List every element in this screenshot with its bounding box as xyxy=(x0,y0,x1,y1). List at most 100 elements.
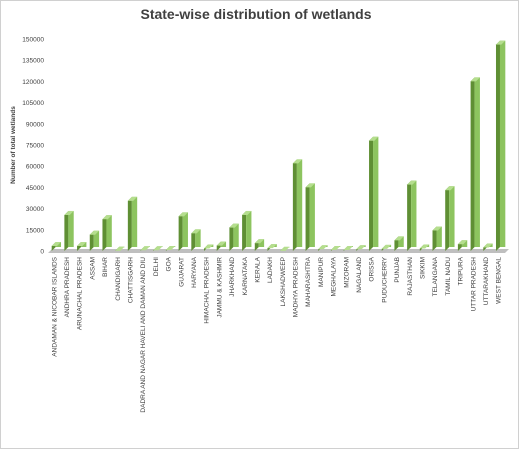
chart-title: State-wise distribution of wetlands xyxy=(140,6,371,22)
x-tick-label: DADRA AND NAGAR HAVELI AND DAMAN AND DIU xyxy=(140,257,147,413)
bar-top xyxy=(242,210,252,215)
bar-top xyxy=(381,244,392,249)
bar-side xyxy=(178,212,183,251)
bar-front xyxy=(68,210,74,247)
x-tick-label: GUJARAT xyxy=(178,257,185,287)
bar xyxy=(89,230,100,251)
bar-top xyxy=(343,246,353,251)
bar-top xyxy=(153,246,163,251)
bar-top xyxy=(115,246,125,251)
bar-side xyxy=(191,229,196,251)
bar-front xyxy=(309,183,315,247)
bar-top xyxy=(305,183,315,188)
bar-top xyxy=(229,223,239,228)
bar-top xyxy=(127,196,138,201)
bar-side xyxy=(89,230,94,251)
bar-top xyxy=(267,244,277,249)
bar-top xyxy=(445,186,455,191)
bar xyxy=(495,40,506,251)
bar xyxy=(407,180,417,251)
bar xyxy=(254,239,265,251)
bar-side xyxy=(495,40,500,251)
x-tick-label: GOA xyxy=(166,256,173,271)
bar xyxy=(115,246,125,251)
bar xyxy=(356,245,366,251)
bars-group xyxy=(51,40,506,252)
x-tick-label: LADAKH xyxy=(267,257,274,283)
bar-top xyxy=(280,246,290,251)
bar-top xyxy=(419,244,430,249)
x-tick-label: BIHAR xyxy=(102,257,109,277)
bar xyxy=(178,212,188,251)
bar-side xyxy=(470,77,475,252)
y-tick-label: 60000 xyxy=(26,164,44,171)
y-tick-label: 30000 xyxy=(26,206,44,213)
bar-front xyxy=(499,40,506,247)
y-tick-label: 120000 xyxy=(22,79,44,86)
bar-top xyxy=(407,180,417,185)
bar-top xyxy=(140,246,150,251)
bar-side xyxy=(305,183,310,251)
bar xyxy=(445,186,455,251)
bar xyxy=(153,246,163,251)
bar xyxy=(216,241,227,251)
y-axis-ticks: 0 15000 30000 45000 60000 75000 90000 105000 120… xyxy=(22,37,44,256)
bar xyxy=(470,77,480,252)
bar-side xyxy=(64,210,69,251)
y-axis-label: Number of total wetlands xyxy=(10,106,17,184)
chart-floor xyxy=(48,249,509,253)
x-tick-label: LAKSHADWEEP xyxy=(280,257,287,307)
bar xyxy=(64,210,74,251)
x-tick-label: MIZORAM xyxy=(343,257,350,288)
y-tick-label: 105000 xyxy=(22,100,44,107)
bar-top xyxy=(470,77,480,82)
bar-top xyxy=(330,246,341,251)
bar-front xyxy=(296,159,303,247)
bar xyxy=(292,159,303,251)
bar xyxy=(267,244,277,251)
x-tick-label: ARUNACHAL PRADESH xyxy=(77,257,84,330)
bar-side xyxy=(127,196,132,251)
bar-side xyxy=(242,210,247,251)
bar-top xyxy=(216,241,227,246)
x-tick-label: ORISSA xyxy=(369,256,376,281)
bar-top xyxy=(292,159,303,164)
bar-front xyxy=(373,136,379,247)
bar xyxy=(394,236,404,251)
floor-plane xyxy=(48,249,509,253)
bar-top xyxy=(318,245,328,250)
bar xyxy=(369,136,379,251)
bar-side xyxy=(102,215,107,251)
x-tick-label: CHATTISGARH xyxy=(128,257,135,303)
bar-front xyxy=(220,241,227,247)
bar xyxy=(483,243,493,251)
x-tick-label: NAGALAND xyxy=(356,257,363,293)
bar-top xyxy=(254,239,265,244)
x-tick-label: KERALA xyxy=(254,256,261,282)
bar-front xyxy=(246,210,252,247)
bar xyxy=(140,246,150,251)
bar-top xyxy=(191,229,201,234)
bar xyxy=(343,246,353,251)
x-tick-label: CHANDIGARH xyxy=(115,257,122,301)
bar xyxy=(330,246,341,251)
bar-front xyxy=(474,77,480,248)
bar xyxy=(419,244,430,251)
bar xyxy=(381,244,392,251)
x-tick-label: TELANGANA xyxy=(432,256,439,296)
x-tick-label: ANDAMAN & NICOBAR ISLANDS xyxy=(51,256,58,356)
y-tick-label: 45000 xyxy=(26,185,44,192)
bar-side xyxy=(407,180,412,251)
bar-front xyxy=(106,215,112,247)
y-tick-label: 90000 xyxy=(26,121,44,128)
bar-side xyxy=(229,223,234,251)
y-tick-label: 15000 xyxy=(26,227,44,234)
y-tick-label: 75000 xyxy=(26,143,44,150)
bar-side xyxy=(292,159,297,251)
bar-front xyxy=(398,236,404,247)
bar xyxy=(127,196,138,251)
bar-top xyxy=(178,212,188,217)
bar xyxy=(457,240,468,251)
